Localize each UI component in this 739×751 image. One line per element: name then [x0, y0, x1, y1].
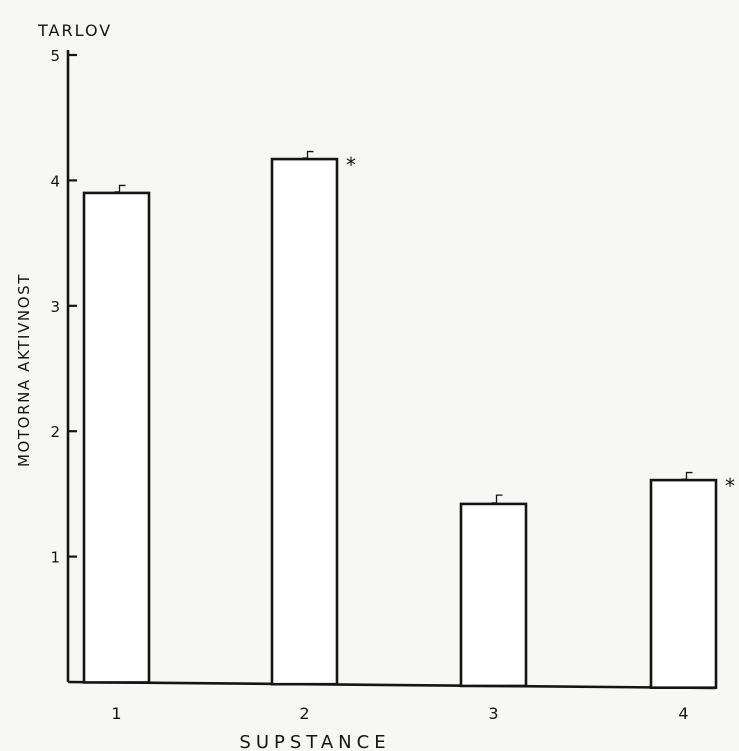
bar-series: **	[82, 150, 735, 689]
bar-1	[82, 191, 151, 684]
y-axis-ticks: 1 2 3 4 5	[50, 47, 77, 567]
bar-2	[270, 157, 339, 686]
y-tick-label: 5	[50, 47, 60, 65]
y-tick-label: 3	[50, 298, 60, 316]
bar-3	[459, 502, 528, 688]
y-axis-label: MOTORNA AKTIVNOST	[15, 273, 33, 467]
y-tick-label: 2	[50, 423, 60, 441]
x-axis	[67, 680, 717, 690]
significance-marker-4: *	[725, 474, 735, 498]
y-tick-label: 4	[50, 172, 60, 190]
error-bar-2	[302, 150, 314, 159]
error-bar-1	[114, 184, 126, 193]
x-tick-label-1: 1	[111, 704, 121, 723]
x-axis-ticks: 1 2 3 4	[111, 704, 688, 723]
x-axis-label: SUPSTANCE	[239, 732, 390, 751]
bar-4	[649, 478, 718, 689]
x-tick-label-4: 4	[678, 704, 688, 723]
error-bar-4	[681, 471, 693, 480]
chart-title: TARLOV	[37, 21, 112, 40]
error-bar-3	[491, 494, 503, 504]
y-tick-label: 1	[50, 549, 60, 567]
x-tick-label-2: 2	[299, 704, 309, 723]
significance-marker-2: *	[346, 153, 356, 177]
x-tick-label-3: 3	[488, 704, 498, 723]
